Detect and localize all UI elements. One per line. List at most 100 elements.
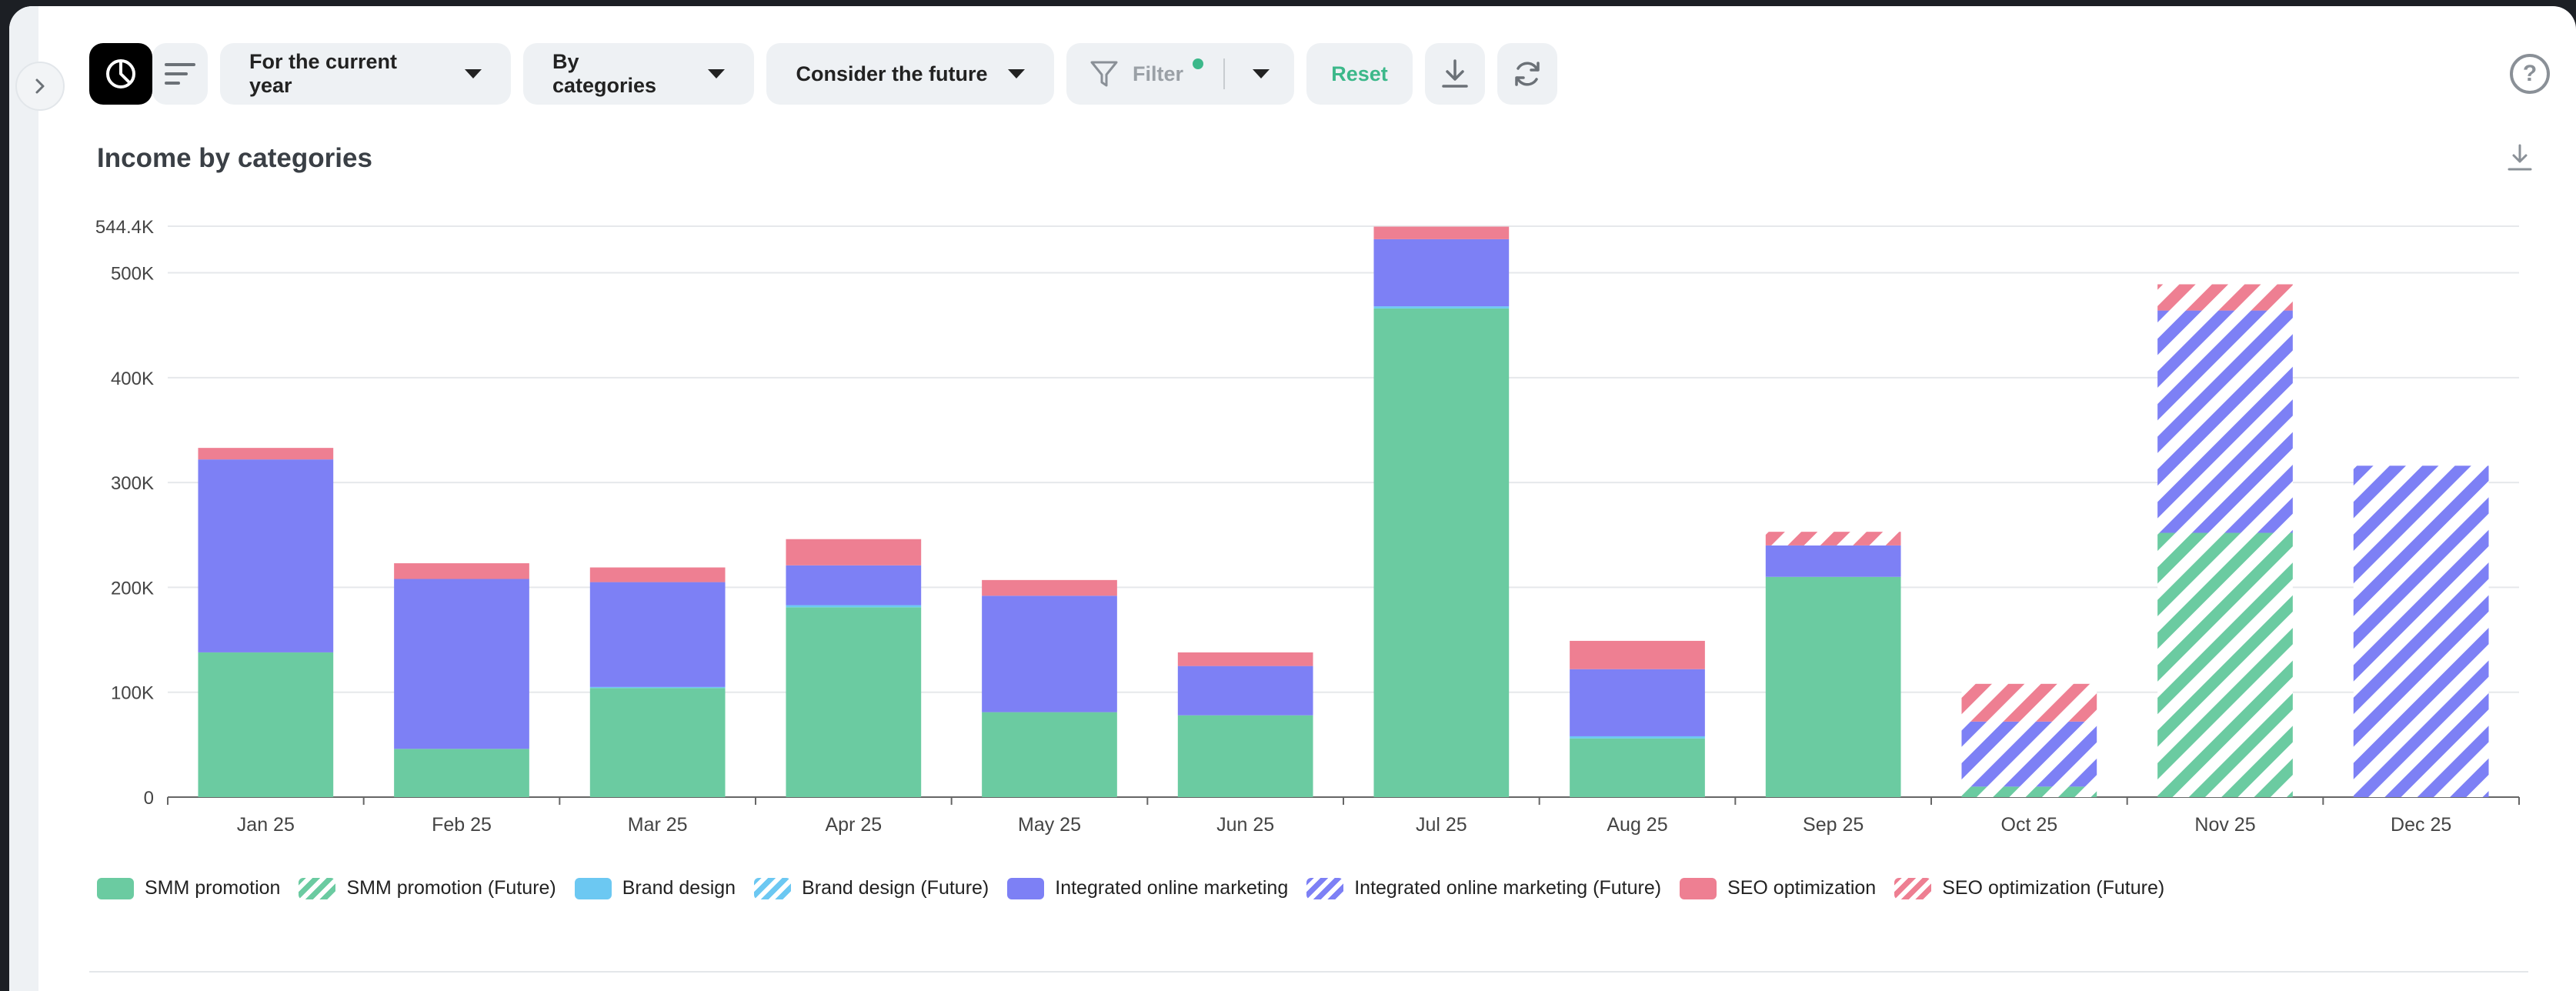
y-tick-label: 500K xyxy=(111,264,154,285)
x-tick-label: Jun 25 xyxy=(1216,814,1274,836)
bar-segment xyxy=(2157,532,2293,797)
x-tick-label: Jul 25 xyxy=(1416,814,1467,836)
chart-title: Income by categories xyxy=(97,143,372,173)
filter-button[interactable]: Filter xyxy=(1066,43,1294,105)
bar-segment xyxy=(982,712,1117,797)
caret-down-icon xyxy=(1007,69,1025,78)
x-tick-label: Nov 25 xyxy=(2194,814,2255,836)
toolbar: For the current year By categories Consi… xyxy=(89,43,1557,105)
period-label: For the current year xyxy=(249,50,398,97)
main-panel: For the current year By categories Consi… xyxy=(9,6,2576,991)
bar-segment xyxy=(786,607,922,797)
legend-item[interactable]: Integrated online marketing xyxy=(1007,877,1288,899)
y-tick-label: 300K xyxy=(111,473,154,494)
legend-item[interactable]: SEO optimization xyxy=(1680,877,1876,899)
x-tick-label: Sep 25 xyxy=(1803,814,1864,836)
x-tick-label: Oct 25 xyxy=(2001,814,2058,836)
bar-segment xyxy=(1765,576,1901,797)
group-label: By categories xyxy=(552,50,657,97)
y-tick-label: 544.4K xyxy=(95,217,154,238)
refresh-icon xyxy=(1515,62,1540,86)
x-tick-label: Feb 25 xyxy=(432,814,492,836)
pie-chart-icon xyxy=(106,59,135,88)
reset-label: Reset xyxy=(1331,62,1388,85)
bar-segment xyxy=(982,579,1117,596)
chart-download-button[interactable] xyxy=(2507,143,2533,176)
legend-item[interactable]: Brand design xyxy=(574,877,736,899)
help-button[interactable]: ? xyxy=(2510,54,2550,94)
sidebar-toggle-button[interactable] xyxy=(15,62,65,111)
bar-segment xyxy=(1373,306,1510,309)
section-divider xyxy=(89,971,2528,973)
bar-segment xyxy=(589,686,726,689)
filter-label: Filter xyxy=(1133,62,1184,85)
bar-segment xyxy=(1570,736,1705,739)
legend-item[interactable]: SMM promotion (Future) xyxy=(299,877,556,899)
filter-separator xyxy=(1223,58,1225,89)
bar-segment xyxy=(2157,310,2293,533)
bar-segment xyxy=(589,582,726,687)
x-tick-label: Mar 25 xyxy=(628,814,688,836)
legend-item[interactable]: SEO optimization (Future) xyxy=(1894,877,2164,899)
legend-label: SMM promotion (Future) xyxy=(346,877,556,899)
refresh-button[interactable] xyxy=(1497,43,1557,105)
group-dropdown[interactable]: By categories xyxy=(523,43,754,105)
bar-segment xyxy=(2353,465,2489,797)
download-button[interactable] xyxy=(1425,43,1485,105)
y-tick-label: 400K xyxy=(111,369,154,389)
legend-label: SEO optimization xyxy=(1727,877,1877,899)
download-icon xyxy=(1442,59,1468,88)
bar-segment xyxy=(394,563,529,579)
list-view-button[interactable] xyxy=(152,43,208,105)
y-tick-label: 200K xyxy=(111,578,154,599)
future-label: Consider the future xyxy=(796,62,988,85)
bar-segment xyxy=(2157,284,2293,311)
period-dropdown[interactable]: For the current year xyxy=(220,43,511,105)
legend-swatch xyxy=(1306,877,1344,899)
filter-dropdown-caret-icon[interactable] xyxy=(1253,69,1270,78)
reset-button[interactable]: Reset xyxy=(1306,43,1413,105)
x-tick-label: May 25 xyxy=(1018,814,1081,836)
caret-down-icon xyxy=(465,69,482,78)
pie-view-button[interactable] xyxy=(89,43,152,105)
bar-segment xyxy=(1177,652,1313,666)
y-tick-label: 100K xyxy=(111,683,154,704)
bar-segment xyxy=(589,688,726,797)
legend-swatch xyxy=(574,877,612,899)
legend-label: Brand design (Future) xyxy=(802,877,989,899)
income-chart: 0 100K 200K 300K 400K 500K 544.4K Jan 25 Feb 25 M… xyxy=(95,217,2520,836)
x-tick-label: Aug 25 xyxy=(1607,814,1667,836)
bar-segment xyxy=(589,567,726,582)
legend-label: SEO optimization (Future) xyxy=(1942,877,2165,899)
bar-segment xyxy=(198,459,334,652)
bar-segment xyxy=(1177,715,1313,797)
bar-segment xyxy=(1570,640,1705,669)
list-icon xyxy=(165,63,195,85)
legend-label: Integrated online marketing xyxy=(1055,877,1289,899)
legend-item[interactable]: Brand design (Future) xyxy=(754,877,989,899)
x-tick-label: Apr 25 xyxy=(825,814,882,836)
bar-segment xyxy=(394,749,529,797)
bar-segment xyxy=(1373,308,1510,798)
bar-segment xyxy=(1961,786,2097,797)
left-strip xyxy=(9,6,38,991)
bar-segment xyxy=(1570,669,1705,736)
legend-item[interactable]: Integrated online marketing (Future) xyxy=(1306,877,1661,899)
x-tick-label: Jan 25 xyxy=(237,814,295,836)
legend-swatch xyxy=(1680,877,1717,899)
bar-segment xyxy=(1373,239,1510,307)
help-icon: ? xyxy=(2522,61,2538,86)
bar-segment xyxy=(1570,738,1705,797)
chevron-right-icon xyxy=(35,78,45,94)
future-dropdown[interactable]: Consider the future xyxy=(766,43,1054,105)
bar-segment xyxy=(1961,683,2097,722)
legend-item[interactable]: SMM promotion xyxy=(97,877,280,899)
legend-swatch xyxy=(754,877,792,899)
filter-active-dot xyxy=(1193,58,1203,69)
legend-swatch xyxy=(97,877,134,899)
legend-label: SMM promotion xyxy=(145,877,281,899)
legend-swatch xyxy=(1007,877,1045,899)
download-icon xyxy=(2508,144,2532,171)
bar-segment xyxy=(1177,666,1313,716)
